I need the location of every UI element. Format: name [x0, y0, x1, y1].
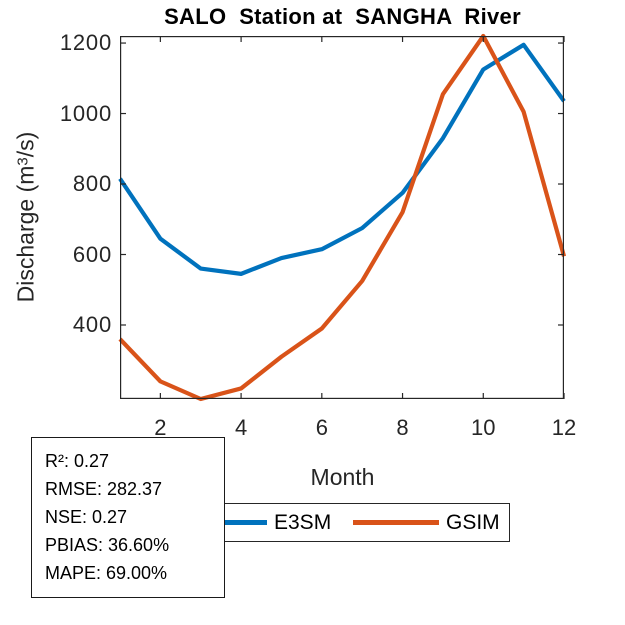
plot-area — [118, 33, 567, 402]
y-axis-label-suffix: /s) — [12, 131, 39, 158]
legend-label-e3sm: E3SM — [274, 511, 332, 534]
chart-title: SALO Station at SANGHA River — [164, 4, 521, 29]
x-tick-label-8: 8 — [396, 415, 409, 440]
stat-pbias: PBIAS: 36.60% — [45, 535, 170, 555]
stat-rmse: RMSE: 282.37 — [45, 479, 163, 499]
y-axis-label: Discharge (m3/s) — [13, 132, 40, 303]
x-tick-label-12: 12 — [551, 415, 577, 440]
y-tick-label-1200: 1200 — [59, 30, 112, 56]
stats-annotation-box: R²: 0.27 RMSE: 282.37 NSE: 0.27 PBIAS: 3… — [31, 437, 225, 598]
y-tick-label-800: 800 — [72, 171, 112, 197]
x-tick-label-2: 2 — [154, 415, 167, 440]
legend-label-gsim: GSIM — [446, 511, 500, 534]
series-line-gsim — [118, 33, 567, 402]
stat-r2: R²: 0.27 — [45, 451, 110, 471]
series-line-e3sm — [118, 42, 566, 276]
x-tick-label-10: 10 — [471, 415, 496, 440]
y-axis-label-superscript: 3 — [14, 157, 32, 166]
x-tick-label-6: 6 — [315, 415, 328, 440]
stat-mape: MAPE: 69.00% — [45, 563, 168, 583]
y-tick-label-1000: 1000 — [59, 100, 112, 126]
x-axis-label: Month — [310, 464, 375, 490]
legend-line-sample-gsim — [353, 520, 439, 525]
x-tick-label-4: 4 — [234, 415, 248, 440]
stat-nse: NSE: 0.27 — [45, 507, 128, 527]
axes-border — [120, 36, 564, 399]
y-tick-label-600: 600 — [72, 241, 112, 267]
y-tick-label-400: 400 — [72, 311, 112, 337]
